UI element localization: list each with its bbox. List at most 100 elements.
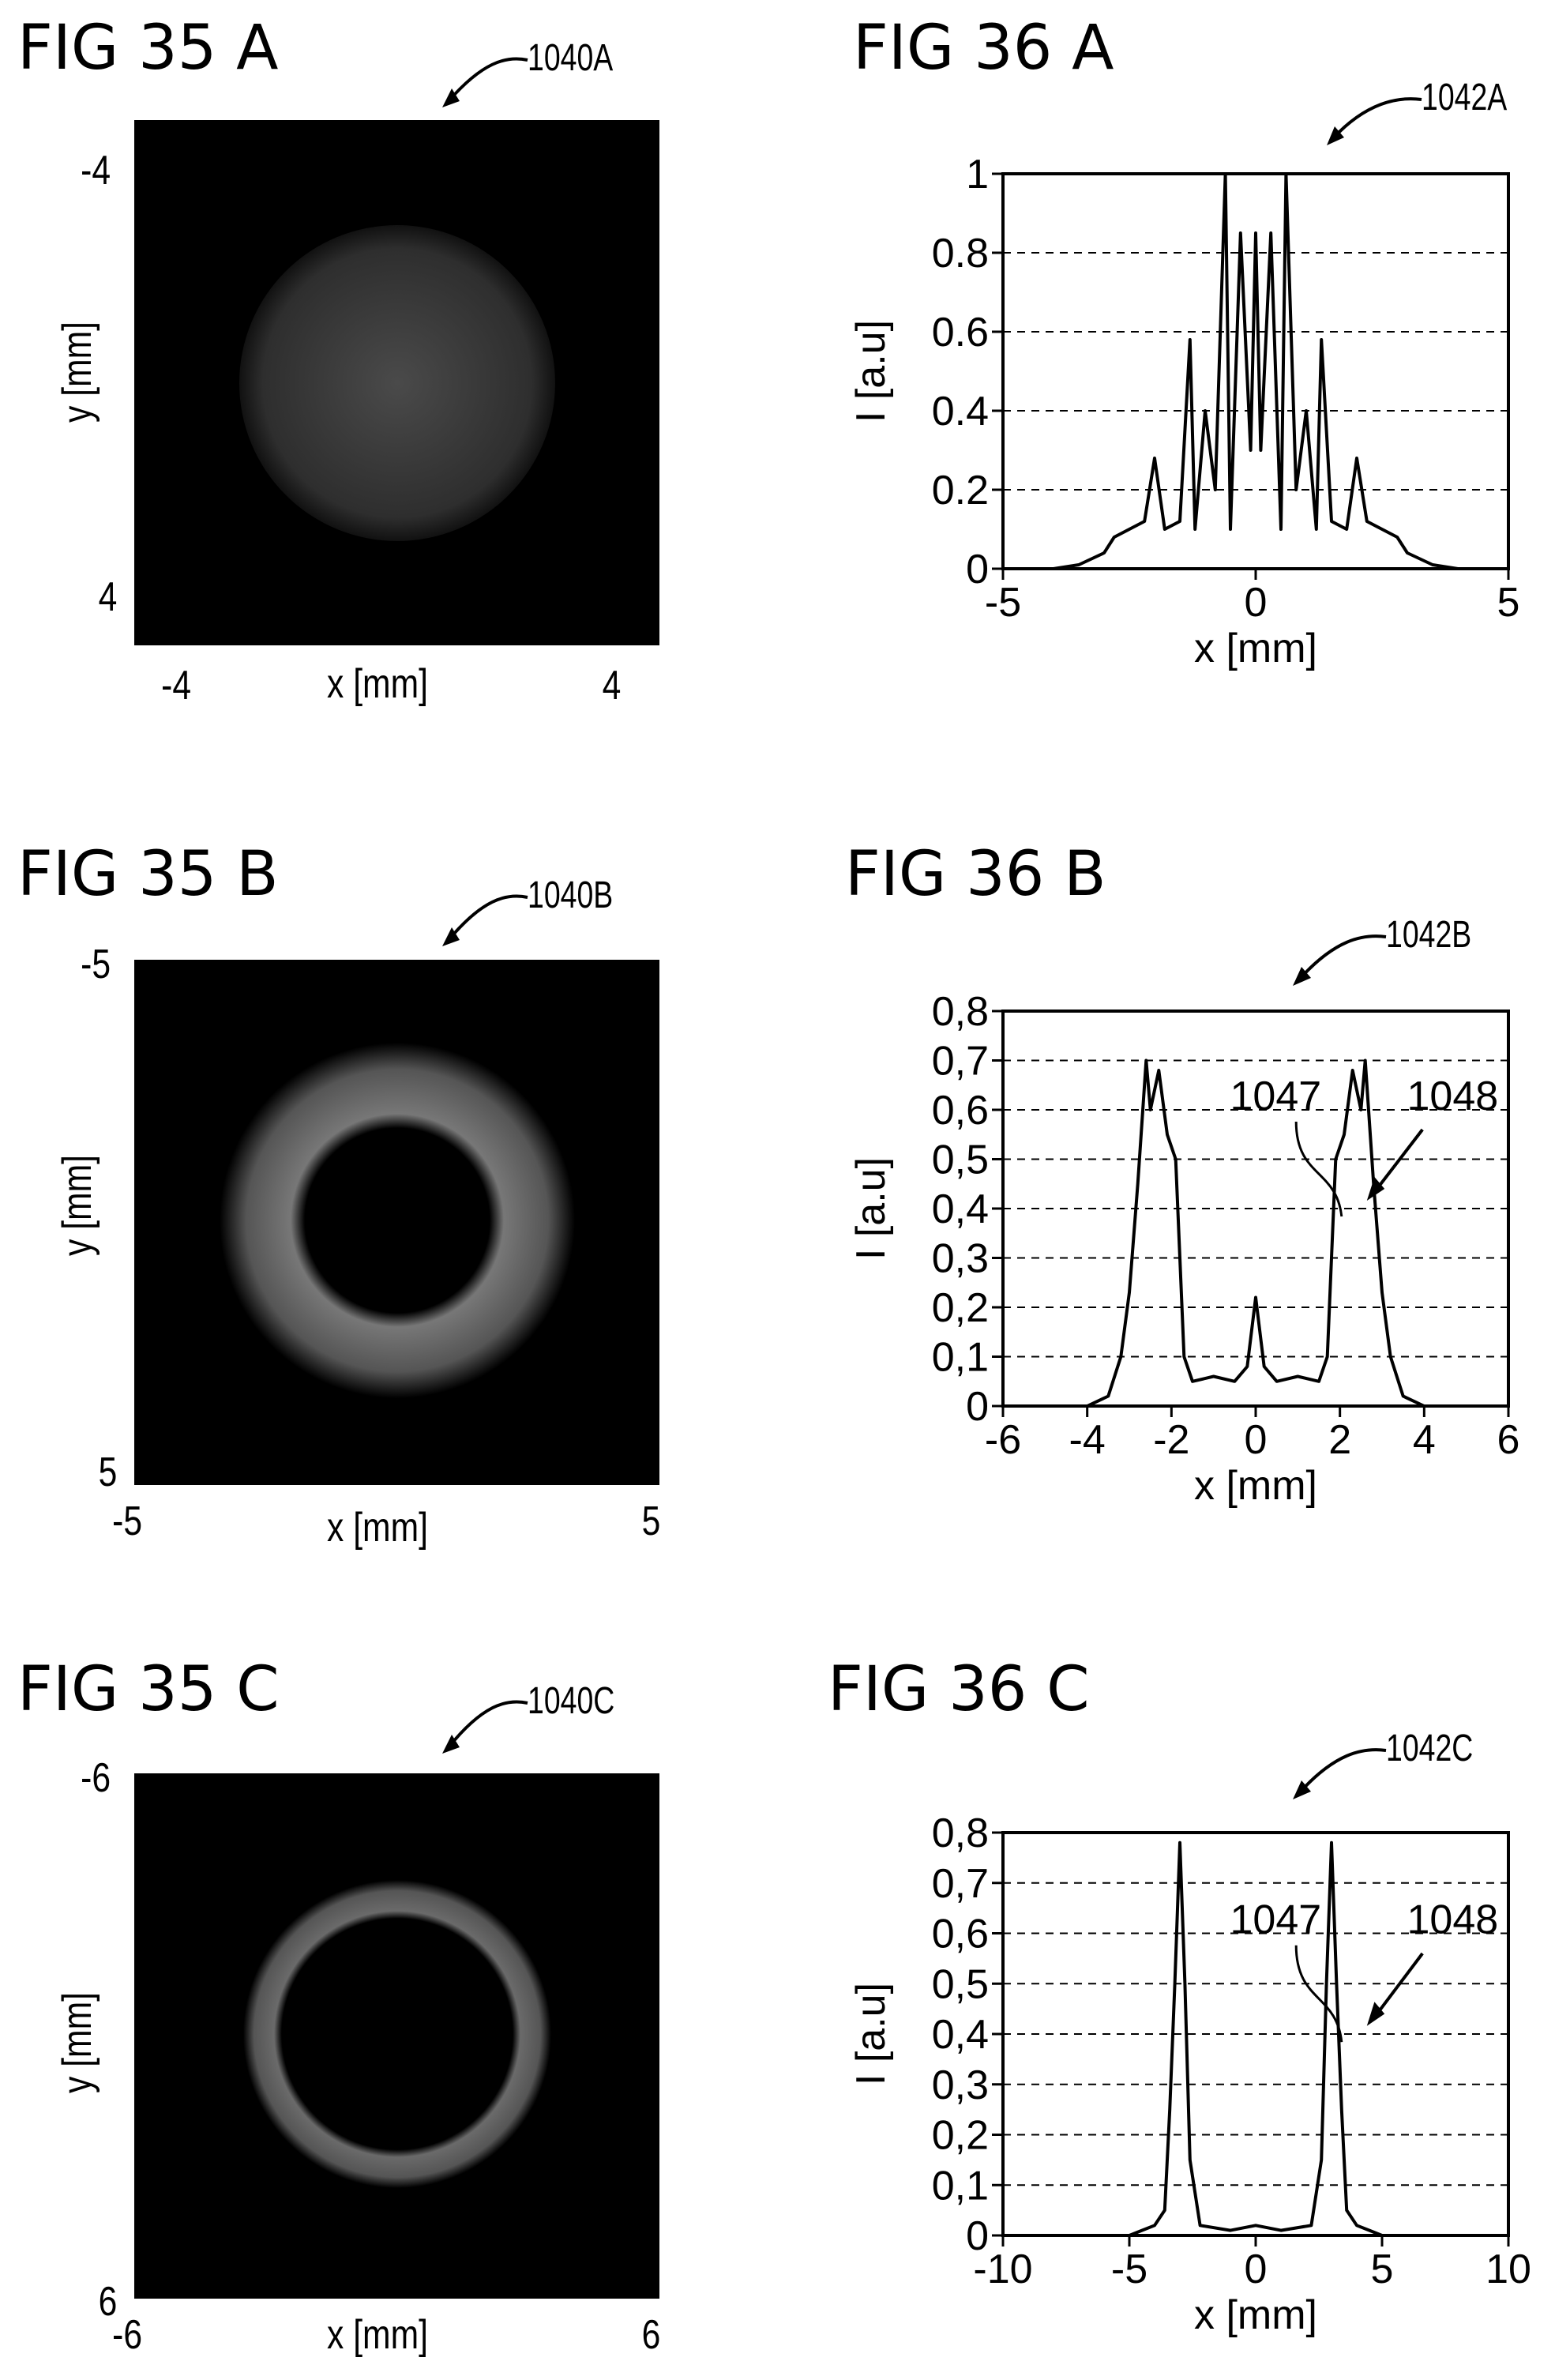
fig-35a-xtick-right: 4	[602, 663, 622, 709]
fig-36b-xtick-label: -6	[985, 1417, 1021, 1463]
fig-36b-annotation-1048: 1048	[1407, 1073, 1499, 1119]
fig-36b-leader-1048	[1376, 1128, 1424, 1190]
fig-36a-xlabel: x [mm]	[1194, 626, 1317, 671]
fig-36c-xtick-label: 0	[1245, 2247, 1268, 2292]
fig-36b-arrowhead-1048	[1366, 1177, 1385, 1201]
fig-36b-ytick-label: 0,7	[932, 1039, 989, 1085]
fig-36c-ytick-label: 0,3	[932, 2062, 989, 2108]
fig-36a-chart: 0 0.2 0.4 0.6 0.8 1 -5 0 5 x [mm] I [a.u]	[821, 134, 1555, 703]
fig-35b-ylabel: y [mm]	[54, 1155, 100, 1256]
fig-36c-svg: 00,10,20,30,40,50,60,70,8-10 -5 0 5 10x [mm]…	[848, 1810, 1531, 2338]
fig-35a-ytick-top: -4	[81, 148, 111, 194]
fig-36b-ytick-label: 0,2	[932, 1285, 989, 1331]
fig-36a-title: FIG 36 A	[853, 13, 1114, 84]
fig-36b-xlabel: x [mm]	[1194, 1463, 1317, 1509]
fig-36c-ytick-label: 0,1	[932, 2163, 989, 2209]
fig-36b-leader-1047	[1294, 1121, 1343, 1217]
fig-35b-xtick-right: 5	[641, 1498, 661, 1544]
fig-36c-xtick-label: -5	[1111, 2247, 1147, 2292]
fig-36c-xlabel: x [mm]	[1194, 2292, 1317, 2338]
fig-35c-ylabel: y [mm]	[54, 1992, 100, 2093]
fig-36c-ytick-label: 0,5	[932, 1961, 989, 2007]
fig-36b-xtick-label: -4	[1069, 1417, 1106, 1463]
fig-36c-arrowhead-1048	[1366, 2002, 1385, 2026]
fig-35a-xtick-left: -4	[161, 663, 192, 709]
fig-36a-ytick-label: 0.6	[932, 310, 989, 355]
fig-36b-xtick-label: 2	[1328, 1417, 1351, 1463]
fig-35c-xlabel: x [mm]	[327, 2312, 428, 2358]
fig-36b-ytick-label: 0,1	[932, 1335, 989, 1381]
fig-36c-ylabel: I [a.u]	[848, 1983, 894, 2085]
fig-35c-xtick-right: 6	[641, 2312, 661, 2358]
fig-35a-title: FIG 35 A	[17, 13, 279, 84]
fig-35a-ytick-bottom: 4	[98, 574, 118, 620]
fig-36a-ytick-label: 0.2	[932, 468, 989, 513]
fig-35c-title: FIG 35 C	[17, 1654, 280, 1725]
fig-36a-xtick-label: 5	[1497, 580, 1520, 626]
fig-35b-ytick-top: -5	[81, 942, 111, 987]
fig-36b-ytick-label: 0,8	[932, 989, 989, 1035]
fig-36b-plot-frame	[1001, 1010, 1510, 1408]
fig-36b-svg: 00,10,20,30,40,50,60,70,8-6 -4 -2 0 2 4 6x [mm…	[848, 989, 1520, 1509]
fig-36c-xtick-label: -10	[973, 2247, 1032, 2292]
fig-36b-ytick-label: 0,6	[932, 1088, 989, 1134]
fig-35c-ref: 1040C	[528, 1680, 615, 1722]
fig-35a-image	[134, 120, 659, 645]
fig-36b-ytick-label: 0,3	[932, 1236, 989, 1282]
fig-36b-xtick-label: 6	[1497, 1417, 1520, 1463]
fig-36c-series-line	[1003, 1840, 1508, 2237]
fig-36c-ytick-label: 0,2	[932, 2113, 989, 2159]
fig-36a-plot-frame	[1001, 172, 1510, 570]
fig-36c-title: FIG 36 C	[828, 1654, 1090, 1725]
fig-36c-ytick-label: 0,7	[932, 1861, 989, 1907]
fig-36b-xtick-label: -2	[1153, 1417, 1189, 1463]
fig-36b-series-line	[1003, 1058, 1508, 1408]
fig-35b-ref: 1040B	[528, 874, 614, 916]
fig-36a-series-line	[1003, 172, 1508, 570]
fig-36b-ylabel: I [a.u]	[848, 1157, 894, 1260]
fig-35c-xtick-left: -6	[112, 2312, 143, 2358]
fig-36c-ref: 1042C	[1386, 1728, 1474, 1769]
fig-35b-pattern	[220, 1043, 575, 1398]
fig-35a-ylabel: y [mm]	[54, 321, 100, 423]
fig-36b-ref: 1042B	[1386, 914, 1472, 956]
fig-36c-leader-1047	[1294, 1945, 1343, 2043]
fig-36c-plot-frame	[1001, 1831, 1510, 2237]
fig-35c-ytick-bottom: 6	[98, 2279, 118, 2325]
fig-36b-annotation-1047: 1047	[1230, 1073, 1322, 1119]
fig-36b-ytick-label: 0	[966, 1384, 989, 1430]
fig-36a-xtick-label: -5	[985, 580, 1021, 626]
fig-36c-leader-1048	[1376, 1952, 1424, 2015]
fig-36a-ytick-label: 0.4	[932, 389, 989, 434]
fig-36a-svg: 00.20.40.60.81-5 0 5x [mm]I [a.u]	[848, 152, 1520, 671]
fig-35b-ytick-bottom: 5	[98, 1449, 118, 1495]
fig-35b-image	[134, 960, 659, 1485]
fig-36b-chart: 0 0,1 0,2 0,3 0,4 0,5 0,6 0,7 0,8 -6 -4 -2 0 2 4 6 x [mm…	[821, 979, 1555, 1532]
fig-35a-xlabel: x [mm]	[327, 661, 428, 707]
fig-36b-xtick-label: 4	[1413, 1417, 1436, 1463]
fig-35c-image	[134, 1773, 659, 2299]
fig-35c-ytick-top: -6	[81, 1755, 111, 1801]
fig-36a-ylabel: I [a.u]	[848, 320, 894, 423]
fig-35b-xlabel: x [mm]	[327, 1505, 428, 1551]
fig-36a-ytick-label: 0.8	[932, 231, 989, 276]
fig-36c-xtick-label: 10	[1486, 2247, 1531, 2292]
fig-36c-ytick-label: 0,8	[932, 1810, 989, 1856]
fig-35a-ref: 1040A	[528, 37, 614, 79]
fig-36c-annotation-1047: 1047	[1230, 1897, 1322, 1943]
fig-35a-pattern	[239, 225, 555, 541]
fig-35b-xtick-left: -5	[112, 1498, 143, 1544]
fig-36c-chart: 0 0,1 0,2 0,3 0,4 0,5 0,6 0,7 0,8 -10 -5 0 5 10 x [mm]…	[821, 1793, 1555, 2362]
fig-36b-title: FIG 36 B	[845, 839, 1106, 910]
fig-36a-ref: 1042A	[1422, 77, 1508, 118]
fig-36b-ytick-label: 0,4	[932, 1186, 989, 1232]
fig-36c-xtick-label: 5	[1371, 2247, 1394, 2292]
fig-36a-ytick-label: 0	[966, 547, 989, 592]
fig-35c-pattern	[243, 1880, 551, 2188]
fig-36c-ytick-label: 0	[966, 2213, 989, 2259]
fig-36a-ytick-label: 1	[966, 152, 989, 197]
fig-36b-xtick-label: 0	[1245, 1417, 1268, 1463]
fig-36c-ytick-label: 0,4	[932, 2012, 989, 2058]
fig-36c-annotation-1048: 1048	[1407, 1897, 1499, 1943]
fig-36a-xtick-label: 0	[1245, 580, 1268, 626]
